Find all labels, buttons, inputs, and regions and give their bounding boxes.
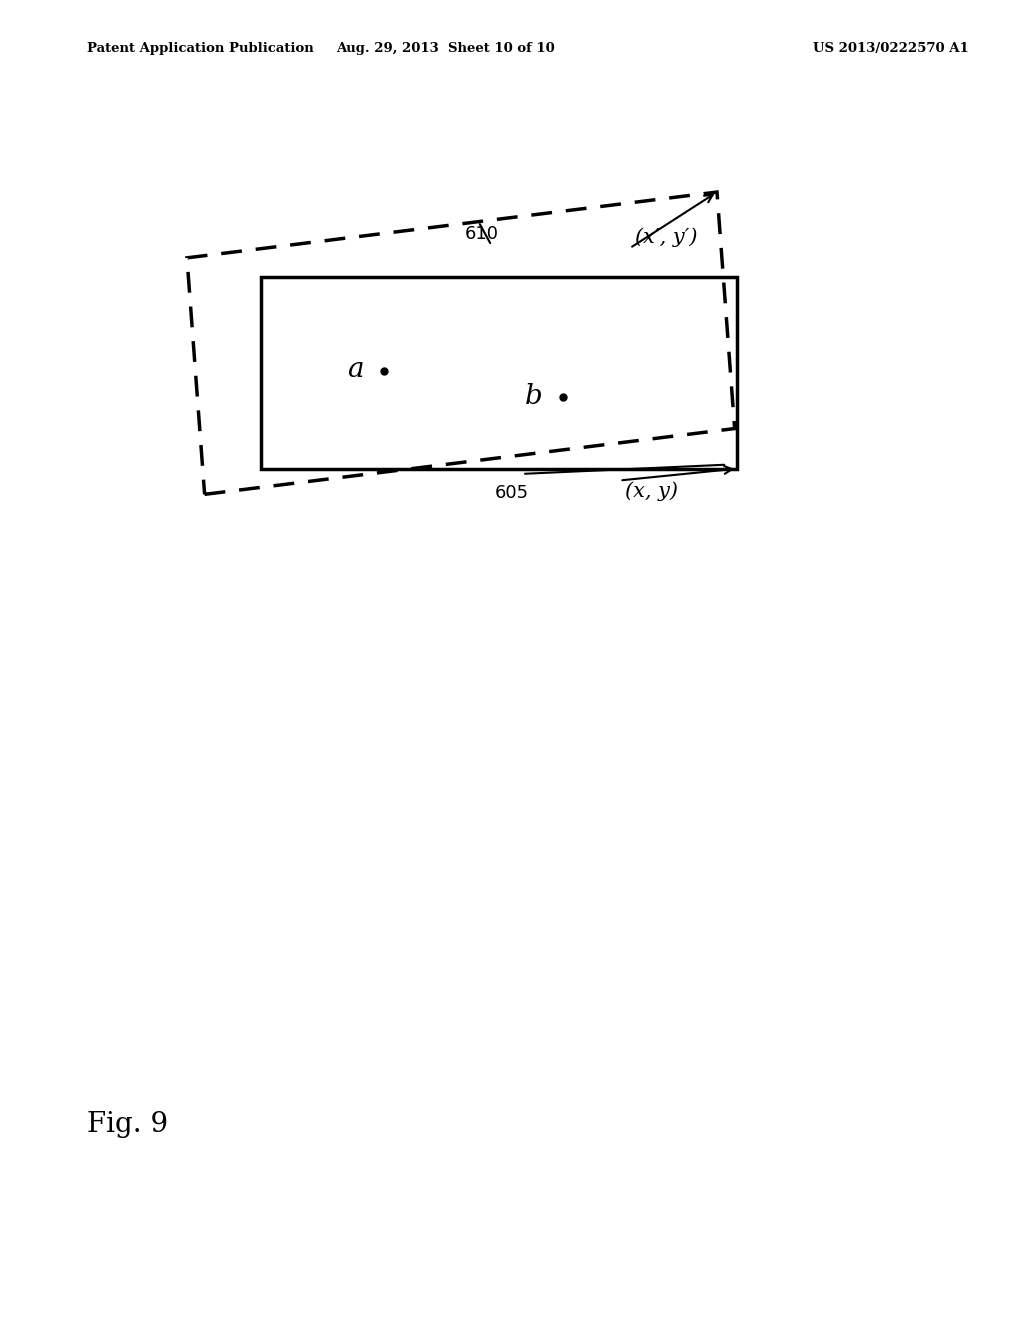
- Text: a: a: [347, 356, 364, 383]
- Text: (x′, y′): (x′, y′): [635, 228, 697, 247]
- Text: (x, y): (x, y): [625, 482, 678, 500]
- Text: Aug. 29, 2013  Sheet 10 of 10: Aug. 29, 2013 Sheet 10 of 10: [336, 42, 555, 55]
- Text: 605: 605: [495, 484, 529, 503]
- Text: Fig. 9: Fig. 9: [87, 1111, 168, 1138]
- Text: US 2013/0222570 A1: US 2013/0222570 A1: [813, 42, 969, 55]
- Text: Patent Application Publication: Patent Application Publication: [87, 42, 313, 55]
- Text: b: b: [525, 383, 543, 409]
- Text: 610: 610: [464, 224, 499, 243]
